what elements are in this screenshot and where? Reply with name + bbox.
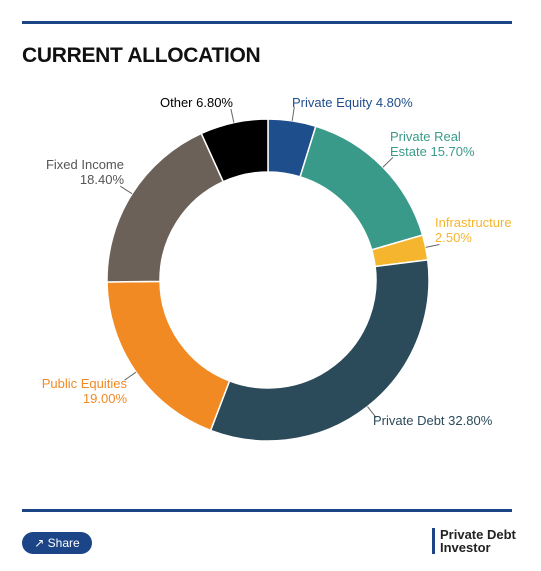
brand-logo: Private Debt Investor	[432, 528, 520, 554]
donut-slice	[200, 118, 269, 183]
slice-label: Private Equity 4.80%	[292, 95, 452, 110]
leader-line	[291, 106, 295, 121]
leader-line	[382, 157, 394, 168]
slice-name: Fixed Income	[45, 157, 124, 172]
slice-name: Private Debt	[373, 413, 445, 428]
slice-value: 6.80%	[196, 95, 233, 110]
slice-name: Public Equities	[41, 376, 127, 391]
top-rule	[22, 21, 512, 24]
leader-line	[425, 244, 440, 248]
slice-label: Private Debt 32.80%	[373, 413, 533, 428]
bottom-rule	[22, 509, 512, 512]
chart-title: CURRENT ALLOCATION	[22, 44, 261, 67]
share-label: Share	[47, 536, 80, 550]
donut-slice	[106, 132, 225, 283]
slice-value: 2.50%	[435, 230, 472, 245]
slice-value: 4.80%	[375, 95, 413, 110]
share-icon: ↗︎	[34, 536, 48, 550]
slice-value: 32.80%	[448, 413, 493, 428]
leader-line	[124, 371, 137, 381]
chart	[106, 106, 440, 442]
slice-label: Public Equities 19.00%	[27, 376, 127, 406]
slice-name: Infrastructure	[435, 215, 512, 230]
slice-label: Private Real Estate 15.70%	[390, 129, 490, 159]
leader-line	[367, 406, 377, 418]
leader-line	[230, 108, 235, 123]
slice-label: Fixed Income 18.40%	[24, 157, 124, 187]
slice-value: 19.00%	[82, 391, 127, 406]
slice-name: Other	[159, 95, 193, 110]
slice-name: Private Real Estate	[390, 129, 461, 159]
slice-value: 18.40%	[79, 172, 124, 187]
share-button[interactable]: ↗︎ Share	[22, 532, 92, 554]
slice-label: Infrastructure 2.50%	[435, 215, 525, 245]
donut-slice	[209, 258, 430, 442]
slice-value: 15.70%	[430, 144, 475, 159]
slice-label: Other 6.80%	[113, 95, 233, 110]
slice-name: Private Equity	[292, 95, 373, 110]
leader-line	[119, 185, 133, 195]
donut-slice	[106, 280, 231, 432]
